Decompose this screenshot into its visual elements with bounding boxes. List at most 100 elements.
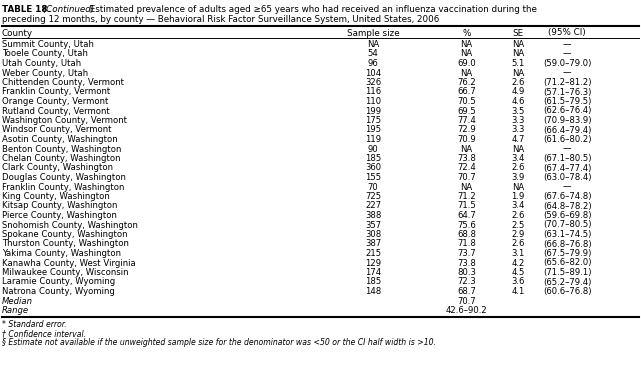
Text: 1.9: 1.9 bbox=[512, 192, 524, 201]
Text: 4.7: 4.7 bbox=[512, 135, 524, 144]
Text: 2.6: 2.6 bbox=[512, 78, 524, 87]
Text: (62.6–76.4): (62.6–76.4) bbox=[543, 107, 592, 115]
Text: Benton County, Washington: Benton County, Washington bbox=[2, 144, 121, 154]
Text: 4.5: 4.5 bbox=[512, 268, 524, 277]
Text: (57.1–76.3): (57.1–76.3) bbox=[543, 87, 592, 97]
Text: 71.5: 71.5 bbox=[457, 201, 476, 210]
Text: 360: 360 bbox=[365, 163, 381, 173]
Text: (67.1–80.5): (67.1–80.5) bbox=[543, 154, 592, 163]
Text: 77.4: 77.4 bbox=[457, 116, 476, 125]
Text: NA: NA bbox=[460, 68, 473, 78]
Text: Range: Range bbox=[2, 306, 29, 315]
Text: 175: 175 bbox=[365, 116, 381, 125]
Text: 116: 116 bbox=[365, 87, 381, 97]
Text: Windsor County, Vermont: Windsor County, Vermont bbox=[2, 126, 112, 134]
Text: (61.6–80.2): (61.6–80.2) bbox=[543, 135, 592, 144]
Text: NA: NA bbox=[512, 68, 524, 78]
Text: Sample size: Sample size bbox=[347, 29, 399, 37]
Text: Spokane County, Washington: Spokane County, Washington bbox=[2, 230, 128, 239]
Text: 70.5: 70.5 bbox=[457, 97, 476, 106]
Text: (65.2–79.4): (65.2–79.4) bbox=[543, 277, 592, 286]
Text: NA: NA bbox=[512, 144, 524, 154]
Text: 4.6: 4.6 bbox=[512, 97, 524, 106]
Text: Pierce County, Washington: Pierce County, Washington bbox=[2, 211, 117, 220]
Text: —: — bbox=[563, 40, 572, 49]
Text: NA: NA bbox=[460, 144, 473, 154]
Text: (65.6–82.0): (65.6–82.0) bbox=[543, 259, 592, 267]
Text: (60.6–76.8): (60.6–76.8) bbox=[543, 287, 592, 296]
Text: Milwaukee County, Wisconsin: Milwaukee County, Wisconsin bbox=[2, 268, 128, 277]
Text: (63.0–78.4): (63.0–78.4) bbox=[543, 173, 592, 182]
Text: 64.7: 64.7 bbox=[457, 211, 476, 220]
Text: —: — bbox=[563, 68, 572, 78]
Text: (67.5–79.9): (67.5–79.9) bbox=[543, 249, 592, 258]
Text: Chelan County, Washington: Chelan County, Washington bbox=[2, 154, 121, 163]
Text: Rutland County, Vermont: Rutland County, Vermont bbox=[2, 107, 110, 115]
Text: (67.4–77.4): (67.4–77.4) bbox=[543, 163, 592, 173]
Text: 4.2: 4.2 bbox=[512, 259, 524, 267]
Text: 387: 387 bbox=[365, 240, 381, 249]
Text: (66.8–76.8): (66.8–76.8) bbox=[543, 240, 592, 249]
Text: —: — bbox=[563, 183, 572, 191]
Text: 3.4: 3.4 bbox=[512, 154, 524, 163]
Text: 3.6: 3.6 bbox=[512, 277, 524, 286]
Text: Kitsap County, Washington: Kitsap County, Washington bbox=[2, 201, 117, 210]
Text: Douglas County, Washington: Douglas County, Washington bbox=[2, 173, 126, 182]
Text: 199: 199 bbox=[365, 107, 381, 115]
Text: Natrona County, Wyoming: Natrona County, Wyoming bbox=[2, 287, 115, 296]
Text: 42.6–90.2: 42.6–90.2 bbox=[445, 306, 488, 315]
Text: 76.2: 76.2 bbox=[457, 78, 476, 87]
Text: (70.7–80.5): (70.7–80.5) bbox=[543, 220, 592, 230]
Text: Utah County, Utah: Utah County, Utah bbox=[2, 59, 81, 68]
Text: preceding 12 months, by county — Behavioral Risk Factor Surveillance System, Uni: preceding 12 months, by county — Behavio… bbox=[2, 15, 439, 24]
Text: 2.6: 2.6 bbox=[512, 211, 524, 220]
Text: Clark County, Washington: Clark County, Washington bbox=[2, 163, 113, 173]
Text: Tooele County, Utah: Tooele County, Utah bbox=[2, 50, 88, 58]
Text: Yakima County, Washington: Yakima County, Washington bbox=[2, 249, 121, 258]
Text: Chittenden County, Vermont: Chittenden County, Vermont bbox=[2, 78, 124, 87]
Text: SE: SE bbox=[512, 29, 524, 37]
Text: 2.6: 2.6 bbox=[512, 163, 524, 173]
Text: 96: 96 bbox=[368, 59, 378, 68]
Text: 388: 388 bbox=[365, 211, 381, 220]
Text: Washington County, Vermont: Washington County, Vermont bbox=[2, 116, 127, 125]
Text: * Standard error.: * Standard error. bbox=[2, 320, 67, 329]
Text: 195: 195 bbox=[365, 126, 381, 134]
Text: Orange County, Vermont: Orange County, Vermont bbox=[2, 97, 108, 106]
Text: § Estimate not available if the unweighted sample size for the denominator was <: § Estimate not available if the unweight… bbox=[2, 338, 436, 347]
Text: 70.7: 70.7 bbox=[457, 296, 476, 306]
Text: 75.6: 75.6 bbox=[457, 220, 476, 230]
Text: 725: 725 bbox=[365, 192, 381, 201]
Text: Franklin County, Washington: Franklin County, Washington bbox=[2, 183, 124, 191]
Text: %: % bbox=[462, 29, 471, 37]
Text: 3.5: 3.5 bbox=[512, 107, 524, 115]
Text: 69.0: 69.0 bbox=[457, 59, 476, 68]
Text: NA: NA bbox=[460, 183, 473, 191]
Text: 4.1: 4.1 bbox=[512, 287, 524, 296]
Text: 4.9: 4.9 bbox=[512, 87, 524, 97]
Text: (63.1–74.5): (63.1–74.5) bbox=[543, 230, 592, 239]
Text: (61.5–79.5): (61.5–79.5) bbox=[543, 97, 592, 106]
Text: (59.6–69.8): (59.6–69.8) bbox=[543, 211, 592, 220]
Text: Laramie County, Wyoming: Laramie County, Wyoming bbox=[2, 277, 115, 286]
Text: Summit County, Utah: Summit County, Utah bbox=[2, 40, 94, 49]
Text: 80.3: 80.3 bbox=[457, 268, 476, 277]
Text: 119: 119 bbox=[365, 135, 381, 144]
Text: (71.5–89.1): (71.5–89.1) bbox=[543, 268, 592, 277]
Text: NA: NA bbox=[512, 183, 524, 191]
Text: 185: 185 bbox=[365, 154, 381, 163]
Text: 70: 70 bbox=[368, 183, 378, 191]
Text: 72.9: 72.9 bbox=[457, 126, 476, 134]
Text: (64.8–78.2): (64.8–78.2) bbox=[543, 201, 592, 210]
Text: 357: 357 bbox=[365, 220, 381, 230]
Text: 5.1: 5.1 bbox=[512, 59, 524, 68]
Text: 2.9: 2.9 bbox=[512, 230, 524, 239]
Text: (59.0–79.0): (59.0–79.0) bbox=[543, 59, 592, 68]
Text: † Confidence interval.: † Confidence interval. bbox=[2, 329, 86, 338]
Text: King County, Washington: King County, Washington bbox=[2, 192, 110, 201]
Text: 326: 326 bbox=[365, 78, 381, 87]
Text: 155: 155 bbox=[365, 173, 381, 182]
Text: 70.9: 70.9 bbox=[457, 135, 476, 144]
Text: (95% CI): (95% CI) bbox=[549, 29, 586, 37]
Text: 185: 185 bbox=[365, 277, 381, 286]
